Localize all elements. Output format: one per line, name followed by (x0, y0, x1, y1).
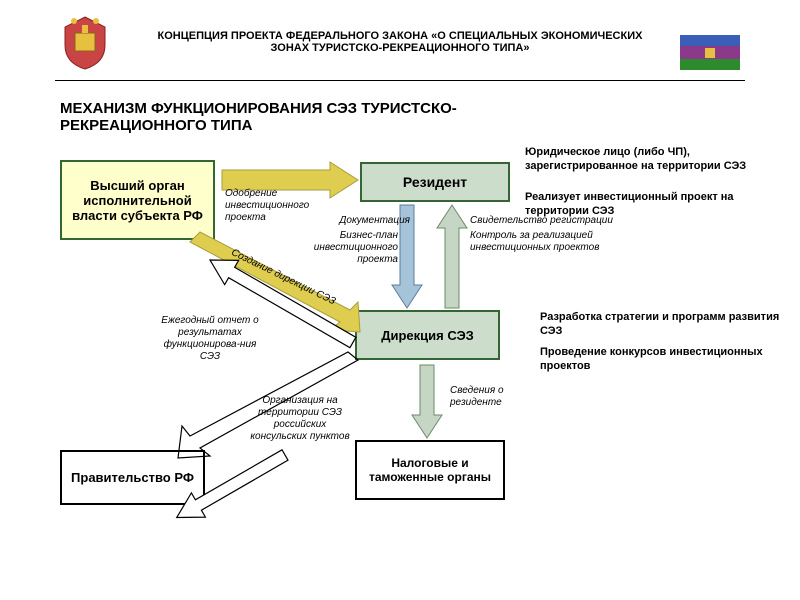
box-tax: Налоговые и таможенные органы (355, 440, 505, 500)
box-government: Правительство РФ (60, 450, 205, 505)
page-header: КОНЦЕПЦИЯ ПРОЕКТА ФЕДЕРАЛЬНОГО ЗАКОНА «О… (0, 30, 800, 56)
label-organization: Организация на территории СЭЗ российских… (245, 395, 355, 443)
box-resident-label: Резидент (403, 174, 467, 190)
side-legal: Юридическое лицо (либо ЧП), зарегистриро… (525, 145, 775, 174)
side-implements: Реализует инвестиционный проект на терри… (525, 190, 780, 219)
box-government-label: Правительство РФ (71, 470, 194, 485)
main-title: МЕХАНИЗМ ФУНКЦИОНИРОВАНИЯ СЭЗ ТУРИСТСКО-… (60, 100, 540, 134)
label-businessplan: Бизнес-план инвестиционного проекта (288, 230, 398, 266)
label-annual: Ежегодный отчет о результатах функционир… (160, 315, 260, 363)
box-directorate: Дирекция СЭЗ (355, 310, 500, 360)
box-authority: Высший орган исполнительной власти субъе… (60, 160, 215, 240)
arrow-tax-info (412, 365, 442, 438)
box-directorate-label: Дирекция СЭЗ (381, 328, 474, 343)
arrow-certificate (437, 205, 467, 308)
side-strategy: Разработка стратегии и программ развития… (540, 310, 780, 339)
label-approval: Одобрение инвестиционного проекта (225, 188, 325, 224)
label-documentation: Документация (320, 215, 410, 227)
label-control: Контроль за реализацией инвестиционных п… (470, 230, 640, 254)
label-info: Сведения о резиденте (450, 385, 530, 409)
box-resident: Резидент (360, 162, 510, 202)
arrows-layer (0, 0, 800, 600)
box-authority-label: Высший орган исполнительной власти субъе… (66, 178, 209, 223)
side-contests: Проведение конкурсов инвестиционных прое… (540, 345, 780, 374)
box-tax-label: Налоговые и таможенные органы (361, 456, 499, 484)
header-rule (55, 80, 745, 81)
header-title: КОНЦЕПЦИЯ ПРОЕКТА ФЕДЕРАЛЬНОГО ЗАКОНА «О… (150, 30, 650, 54)
